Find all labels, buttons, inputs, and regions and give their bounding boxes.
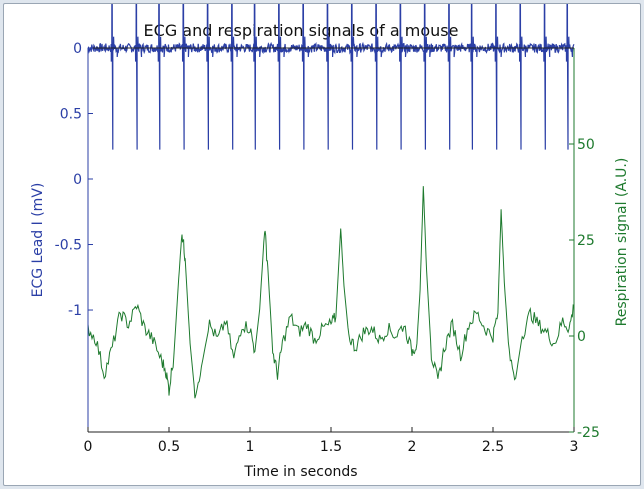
- right-y-tick-label: 25: [577, 233, 595, 249]
- x-axis-label: Time in seconds: [243, 464, 357, 480]
- right-y-axis-label: Respiration signal (A.U.): [614, 158, 630, 327]
- right-y-tick-label: 50: [577, 137, 595, 153]
- left-y-tick-label: 0: [73, 172, 82, 188]
- ticks-layer: 0 0.5 1 1.5 2 2.5 3 0 0.5 0 -0.5 -1 50 25 0 -25: [55, 41, 600, 455]
- left-y-tick-label: -0.5: [55, 238, 82, 254]
- x-tick-label: 1: [246, 439, 255, 455]
- left-y-tick-label: 0: [73, 41, 82, 57]
- chart: ECG and respiration signals of a mouse 0…: [30, 4, 630, 480]
- x-tick-label: 0.5: [158, 439, 180, 455]
- x-tick-label: 2.5: [482, 439, 504, 455]
- x-tick-label: 2: [408, 439, 417, 455]
- left-y-axis-label: ECG Lead I (mV): [30, 183, 46, 298]
- left-y-tick-label: 0.5: [60, 107, 82, 123]
- x-tick-label: 1.5: [320, 439, 342, 455]
- left-y-tick-label: -1: [68, 303, 82, 319]
- chart-title: ECG and respiration signals of a mouse: [144, 21, 459, 40]
- figure-frame: ECG and respiration signals of a mouse 0…: [3, 3, 641, 486]
- right-y-tick-label: -25: [577, 425, 600, 441]
- right-y-tick-label: 0: [577, 329, 586, 345]
- x-tick-label: 3: [570, 439, 579, 455]
- respiration-series-line: [87, 186, 575, 399]
- x-tick-label: 0: [84, 439, 93, 455]
- plot-area: [88, 48, 574, 432]
